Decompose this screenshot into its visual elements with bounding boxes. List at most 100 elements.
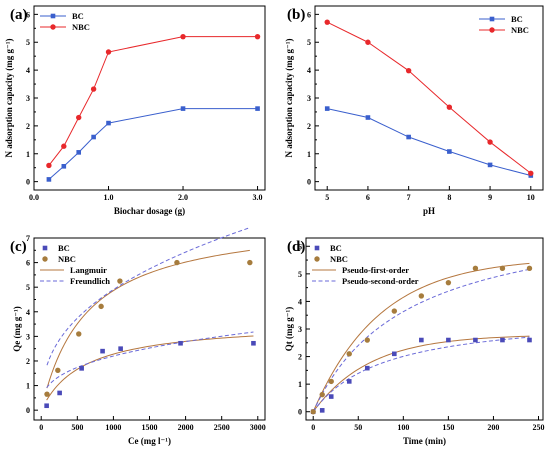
data-point-nbc bbox=[76, 114, 82, 121]
y-tick-label: 3 bbox=[307, 94, 311, 103]
legend-marker-nbc bbox=[42, 256, 48, 262]
data-point-nbc bbox=[365, 39, 371, 45]
data-point-bc bbox=[346, 379, 352, 384]
fit-curve-freundlich-bc bbox=[46, 331, 254, 389]
legend-marker-nbc bbox=[50, 24, 56, 30]
data-point-nbc bbox=[254, 33, 261, 40]
data-point-nbc bbox=[499, 265, 506, 272]
panel-label: (d) bbox=[287, 239, 305, 255]
y-tick-label: 4 bbox=[26, 66, 30, 75]
x-tick-label: 150 bbox=[442, 423, 454, 432]
x-tick-label: 1500 bbox=[142, 423, 158, 432]
data-point-bc bbox=[44, 403, 49, 409]
y-axis-label: Qt (mg g⁻¹) bbox=[284, 307, 294, 351]
x-axis-label: Ce (mg l⁻¹) bbox=[128, 436, 171, 446]
x-tick-label: 0.0 bbox=[29, 193, 39, 202]
y-tick-label: 2 bbox=[26, 122, 30, 131]
data-point-nbc bbox=[46, 162, 52, 169]
data-point-bc bbox=[91, 134, 96, 140]
series-line-nbc bbox=[48, 36, 258, 166]
x-tick-label: 5 bbox=[325, 193, 329, 202]
data-point-bc bbox=[487, 162, 493, 168]
legend-label-bc: BC bbox=[72, 11, 84, 21]
legend-marker-bc bbox=[489, 16, 495, 22]
x-tick-label: 250 bbox=[532, 423, 544, 432]
x-tick-label: 7 bbox=[407, 193, 411, 202]
panel-label: (b) bbox=[287, 7, 305, 23]
x-tick-label: 2.0 bbox=[178, 193, 188, 202]
x-tick-label: 100 bbox=[397, 423, 409, 432]
legend-label-nbc: NBC bbox=[511, 25, 529, 35]
data-point-bc bbox=[328, 394, 334, 399]
legend-label-bc: BC bbox=[58, 243, 70, 253]
fit-curve-pfo-nbc bbox=[312, 262, 530, 412]
y-tick-label: 2 bbox=[307, 122, 311, 131]
fit-curve-pfo-bc bbox=[312, 335, 530, 413]
x-tick-label: 3000 bbox=[250, 423, 266, 432]
data-point-bc bbox=[419, 337, 424, 343]
data-point-nbc bbox=[446, 104, 453, 110]
data-point-bc bbox=[61, 164, 67, 169]
y-tick-label: 5 bbox=[26, 38, 30, 47]
fit-curve-langmuir-bc bbox=[46, 335, 254, 401]
data-point-bc bbox=[365, 115, 371, 120]
data-point-nbc bbox=[44, 391, 50, 397]
data-point-bc bbox=[57, 390, 62, 396]
y-tick-label: 0 bbox=[26, 406, 30, 415]
chart-panel-3: 0 500 1000 1500 2000 2500 3000 0 1 2 3 4 5 6 7 Ce (mg l… bbox=[10, 227, 266, 446]
y-tick-label: 5 bbox=[298, 270, 302, 279]
y-tick-label: 0 bbox=[26, 178, 30, 187]
legend-marker-nbc bbox=[314, 256, 320, 262]
legend-label-bc: BC bbox=[511, 14, 523, 24]
data-point-nbc bbox=[405, 67, 412, 74]
x-tick-label: 1000 bbox=[105, 423, 121, 432]
fit-curve-langmuir-nbc bbox=[46, 249, 250, 389]
y-axis-label: N adsorption capacity (mg g⁻¹) bbox=[4, 39, 14, 158]
data-point-bc bbox=[251, 340, 256, 346]
data-point-nbc bbox=[90, 86, 97, 92]
data-point-bc bbox=[364, 365, 370, 371]
y-tick-label: 5 bbox=[26, 283, 30, 292]
y-tick-label: 1 bbox=[26, 382, 30, 391]
data-point-nbc bbox=[117, 278, 123, 284]
x-tick-label: 200 bbox=[487, 423, 499, 432]
data-point-bc bbox=[319, 408, 325, 413]
data-point-nbc bbox=[418, 293, 425, 299]
data-point-bc bbox=[79, 366, 84, 371]
data-point-nbc bbox=[76, 331, 82, 337]
y-tick-label: 6 bbox=[298, 242, 302, 251]
data-point-nbc bbox=[364, 337, 370, 343]
data-point-nbc bbox=[528, 170, 534, 176]
x-tick-label: 2000 bbox=[178, 423, 194, 432]
x-axis-label: Biochar dosage (g) bbox=[114, 206, 185, 216]
data-point-nbc bbox=[105, 49, 112, 55]
y-tick-label: 7 bbox=[26, 234, 30, 243]
y-tick-label: 2 bbox=[298, 353, 302, 362]
x-tick-label: 2500 bbox=[214, 423, 230, 432]
x-axis-label: Time (min) bbox=[403, 436, 446, 446]
legend-marker-bc bbox=[50, 13, 56, 19]
y-tick-label: 4 bbox=[307, 66, 311, 75]
series-line-bc bbox=[327, 108, 531, 176]
y-tick-label: 5 bbox=[307, 38, 311, 47]
y-tick-label: 4 bbox=[298, 297, 302, 306]
x-tick-label: 500 bbox=[71, 423, 83, 432]
data-point-nbc bbox=[328, 378, 334, 385]
y-axis-label: Qe (mg g⁻¹) bbox=[12, 306, 22, 351]
y-axis-label: N adsorption capacity (mg g⁻¹) bbox=[284, 39, 294, 158]
data-point-bc bbox=[180, 106, 186, 111]
legend-marker-bc bbox=[314, 245, 320, 251]
x-tick-label: 0 bbox=[311, 423, 315, 432]
plot-frame bbox=[314, 5, 544, 191]
data-point-bc bbox=[118, 346, 123, 351]
x-tick-label: 6 bbox=[366, 193, 370, 202]
data-point-nbc bbox=[98, 303, 104, 310]
data-point-nbc bbox=[324, 19, 330, 25]
legend-marker-nbc bbox=[489, 27, 495, 33]
data-point-nbc bbox=[472, 265, 479, 272]
y-tick-label: 3 bbox=[298, 325, 302, 334]
legend-label-nbc: NBC bbox=[58, 254, 76, 264]
x-axis-label: pH bbox=[423, 206, 435, 216]
